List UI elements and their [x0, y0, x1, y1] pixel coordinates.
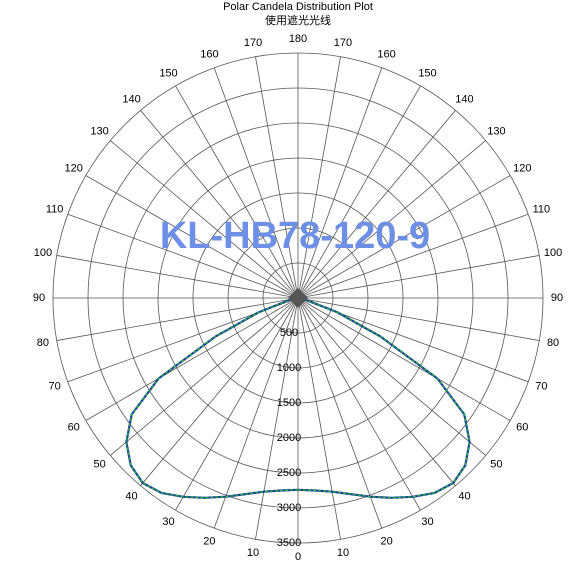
grid-spoke — [297, 110, 456, 299]
r-tick-label: 2500 — [277, 467, 301, 479]
angle-tick-label: 100 — [544, 247, 562, 259]
angle-tick-label: 170 — [244, 37, 262, 49]
angle-tick-label: 0 — [295, 551, 301, 563]
angle-tick-label: 120 — [513, 162, 531, 174]
grid-spoke — [140, 297, 299, 486]
marks — [125, 296, 471, 499]
grid-spoke — [56, 255, 299, 299]
angle-tick-label: 60 — [68, 421, 80, 433]
candela-curve-overlay — [125, 297, 299, 499]
angle-tick-label: 80 — [37, 337, 49, 349]
angle-tick-label: 110 — [533, 203, 551, 215]
angle-tick-label: 140 — [455, 94, 473, 106]
angle-tick-label: 90 — [551, 292, 563, 304]
grid-spoke — [110, 297, 299, 456]
angle-tick-label: 20 — [203, 535, 215, 547]
r-tick-label: 2000 — [277, 432, 301, 444]
grid-spoke — [255, 297, 299, 540]
grid-spoke — [297, 297, 540, 341]
angle-tick-label: 30 — [421, 516, 433, 528]
angle-tick-label: 50 — [93, 458, 105, 470]
r-tick-label: 1500 — [277, 397, 301, 409]
angle-tick-label: 130 — [487, 125, 505, 137]
grid-spoke — [85, 175, 299, 299]
angle-tick-label: 80 — [547, 337, 559, 349]
grid-spoke — [297, 85, 421, 299]
angle-tick-label: 40 — [125, 490, 137, 502]
grid-spoke — [175, 297, 299, 511]
angle-tick-label: 20 — [380, 535, 392, 547]
angle-tick-label: 40 — [458, 490, 470, 502]
angle-tick-label: 130 — [90, 125, 108, 137]
chart-subtitle: 使用遮光光线 — [265, 13, 331, 27]
r-tick-label: 3500 — [277, 537, 301, 549]
r-tick-label: 3000 — [277, 502, 301, 514]
angle-tick-label: 160 — [377, 49, 395, 61]
grid-spoke — [213, 297, 299, 529]
angle-tick-label: 160 — [200, 49, 218, 61]
angle-tick-label: 10 — [247, 547, 259, 559]
angle-tick-label: 140 — [122, 94, 140, 106]
chart-title: Polar Candela Distribution Plot — [223, 1, 373, 13]
angle-tick-label: 110 — [46, 203, 64, 215]
r-tick-label: 1000 — [277, 362, 301, 374]
grid-spoke — [297, 255, 540, 299]
r-tick-label: 500 — [280, 327, 298, 339]
grid-spoke — [297, 297, 456, 486]
grid-spoke — [297, 140, 486, 299]
grid-spoke — [175, 85, 299, 299]
center-marker — [288, 288, 308, 308]
grid-spoke — [213, 67, 299, 299]
angle-tick-label: 100 — [34, 247, 52, 259]
grid-spoke — [297, 297, 511, 421]
angle-tick-label: 180 — [289, 33, 307, 45]
grid-spoke — [297, 213, 529, 299]
angle-tick-label: 10 — [337, 547, 349, 559]
grid-spoke — [297, 67, 383, 299]
grid-spoke — [297, 175, 511, 299]
grid-spoke — [56, 297, 299, 341]
angle-tick-label: 150 — [418, 68, 436, 80]
grid-spoke — [67, 213, 299, 299]
grid-spoke — [255, 56, 299, 299]
grid-spoke — [297, 56, 341, 299]
angle-tick-label: 90 — [33, 292, 45, 304]
grid-spoke — [110, 140, 299, 299]
candela-curve-overlay — [297, 297, 471, 499]
grid-spoke — [85, 297, 299, 421]
angle-tick-label: 70 — [535, 380, 547, 392]
angle-tick-label: 170 — [334, 37, 352, 49]
angle-tick-label: 120 — [65, 162, 83, 174]
grid-spoke — [140, 110, 299, 299]
grid-spoke — [297, 297, 421, 511]
angle-tick-label: 30 — [162, 516, 174, 528]
watermark: KL-HB78-120-9 — [160, 215, 430, 257]
angle-tick-label: 60 — [516, 421, 528, 433]
angle-tick-label: 150 — [159, 68, 177, 80]
grid-spoke — [297, 297, 383, 529]
labels: 500 1000 1500 2000 2500 3000 3500 0 10 10 20 20 30 30… — [33, 33, 563, 563]
angle-tick-label: 70 — [48, 380, 60, 392]
grid-spoke — [297, 297, 486, 456]
angle-tick-label: 50 — [490, 458, 502, 470]
grid-spoke — [297, 297, 341, 540]
grid — [52, 52, 544, 544]
